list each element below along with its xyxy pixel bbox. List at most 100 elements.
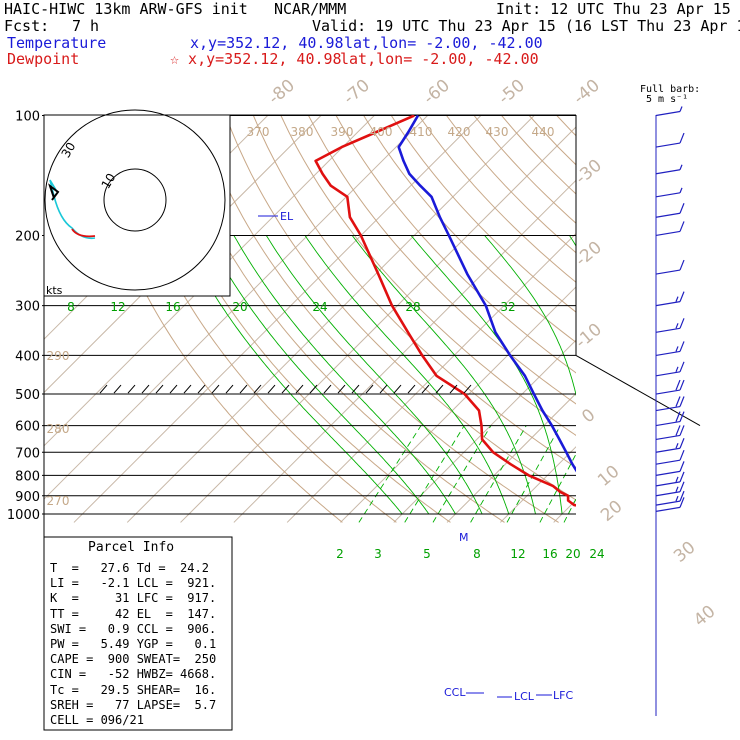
forecast-label: Fcst: [4, 17, 50, 35]
isotherm-line [73, 115, 483, 523]
wind-barb [655, 132, 685, 148]
melting-hatch [281, 384, 290, 394]
dry-adiabat-line [473, 115, 576, 224]
melting-hatch [183, 384, 192, 394]
dry-adiabat-line [667, 116, 740, 523]
parcel-info-row: T = 27.6 Td = 24.2 [50, 561, 209, 575]
pressure-tick-label: 1000 [7, 508, 40, 523]
wind-barb-shaft [655, 491, 681, 497]
pressure-tick-label: 500 [15, 388, 40, 403]
wind-barb [655, 425, 685, 441]
wind-barb-half-flag [679, 164, 683, 170]
wind-barb-shaft [655, 169, 681, 175]
hodograph-units-label: kts [46, 284, 63, 297]
wind-barb-flag [679, 461, 685, 472]
parcel-info-row: K = 31 LFC = 917. [50, 591, 217, 606]
pressure-tick-label: 400 [15, 349, 40, 364]
isotherm-line [44, 115, 323, 394]
isotherm-tick-label: -70 [340, 76, 374, 109]
wind-barb-flag [679, 203, 685, 214]
isentrope-tick-label: 400 [370, 125, 393, 139]
wind-barb [655, 318, 685, 333]
wind-barb-flag [675, 379, 681, 391]
wind-barb-shaft [655, 405, 681, 412]
mixing-ratio-tick-label: 32 [500, 300, 515, 314]
dry-adiabat-line [501, 115, 576, 195]
isotherm-tick-label: 0 [578, 405, 599, 427]
dry-adiabat-line [280, 115, 576, 436]
mixing-ratio-line [358, 425, 422, 523]
parcel-info-row: Tc = 29.5 SHEAR= 16. [50, 682, 217, 697]
isotherm-line [44, 115, 376, 447]
melting-hatch [407, 384, 416, 394]
dewpoint-legend-label: Dewpoint [7, 50, 80, 68]
wind-barb-flag [679, 361, 685, 373]
mixing-ratio-tick-label: 12 [110, 300, 125, 314]
temperature-legend-label: Temperature [7, 34, 107, 52]
dry-adiabat-line [695, 116, 740, 523]
parcel-info-row: CIN = -52 HWBZ= 4668. [50, 667, 217, 682]
wind-barb-half-flag [675, 486, 679, 492]
melting-hatch [323, 384, 332, 394]
mixing-ratio-line [470, 425, 527, 523]
melting-hatch [253, 384, 262, 394]
melting-level-marker: M [459, 531, 469, 544]
el-marker-label: EL [280, 210, 294, 223]
wind-barb-flag [679, 425, 685, 436]
wind-barb-shaft [655, 421, 681, 427]
isotherm-tick-label: -80 [265, 76, 299, 109]
moist-adiabat-line [304, 235, 510, 515]
wind-barb [655, 438, 685, 453]
melting-hatch [449, 384, 458, 394]
melting-hatch [295, 384, 304, 394]
wind-barb-shaft [655, 301, 681, 307]
dry-adiabat-line [308, 115, 576, 405]
isentrope-tick-label: 380 [291, 125, 314, 139]
wind-barb-flag [675, 425, 681, 436]
hodograph-ring-outer-label: 30 [59, 140, 79, 160]
wind-barb [655, 449, 685, 465]
wind-barb-half-flag [675, 495, 679, 502]
melting-hatch [421, 384, 430, 394]
wind-barb-shaft [655, 327, 681, 333]
wind-barb-shaft [655, 447, 681, 453]
pressure-tick-label: 600 [15, 420, 40, 435]
melting-hatch [113, 384, 122, 394]
isotherm-line [714, 97, 740, 522]
wind-barb-shaft [655, 500, 681, 506]
mixing-ratio-tick-label: 12 [510, 547, 525, 561]
melting-hatch [351, 384, 360, 394]
pressure-tick-label: 300 [15, 300, 40, 315]
mixing-ratio-tick-label: 3 [374, 547, 382, 561]
moist-adiabat-line [265, 235, 483, 515]
isotherm-tick-label: 20 [597, 497, 626, 526]
lcl-marker-label: LCL [514, 690, 535, 703]
melting-hatch [379, 384, 388, 394]
isentrope-tick-label: 290 [47, 349, 70, 363]
dry-adiabat-line [390, 115, 576, 313]
dry-adiabat-line [252, 115, 576, 468]
isotherm-tick-label: 30 [670, 538, 699, 567]
wind-barb-shaft [655, 506, 681, 512]
wind-barb-shaft [655, 350, 681, 357]
wind-barb [655, 497, 685, 512]
wind-barb [655, 379, 685, 395]
wind-barb-shaft [655, 269, 681, 275]
temperature-legend-xy: x,y=352.12, 40.98 [190, 34, 344, 52]
wind-barb-shaft [655, 212, 681, 218]
isotherm-line [340, 286, 576, 523]
wind-barb-flag [679, 379, 685, 391]
isotherm-tick-label: -50 [495, 76, 529, 109]
wind-barb-half-flag [675, 323, 679, 329]
isotherm-line [233, 179, 576, 523]
wind-barb-shaft [655, 481, 681, 487]
wind-barb-half-flag [679, 106, 683, 112]
isotherm-line [660, 97, 740, 522]
dewpoint-profile [314, 115, 576, 507]
moist-adiabat-line [642, 236, 658, 515]
wind-barb-flag [679, 497, 685, 508]
wind-barb-flag [675, 396, 681, 407]
dry-adiabat-line [363, 115, 576, 343]
init-time: Init: 12 UTC Thu 23 Apr 15 [496, 0, 731, 18]
